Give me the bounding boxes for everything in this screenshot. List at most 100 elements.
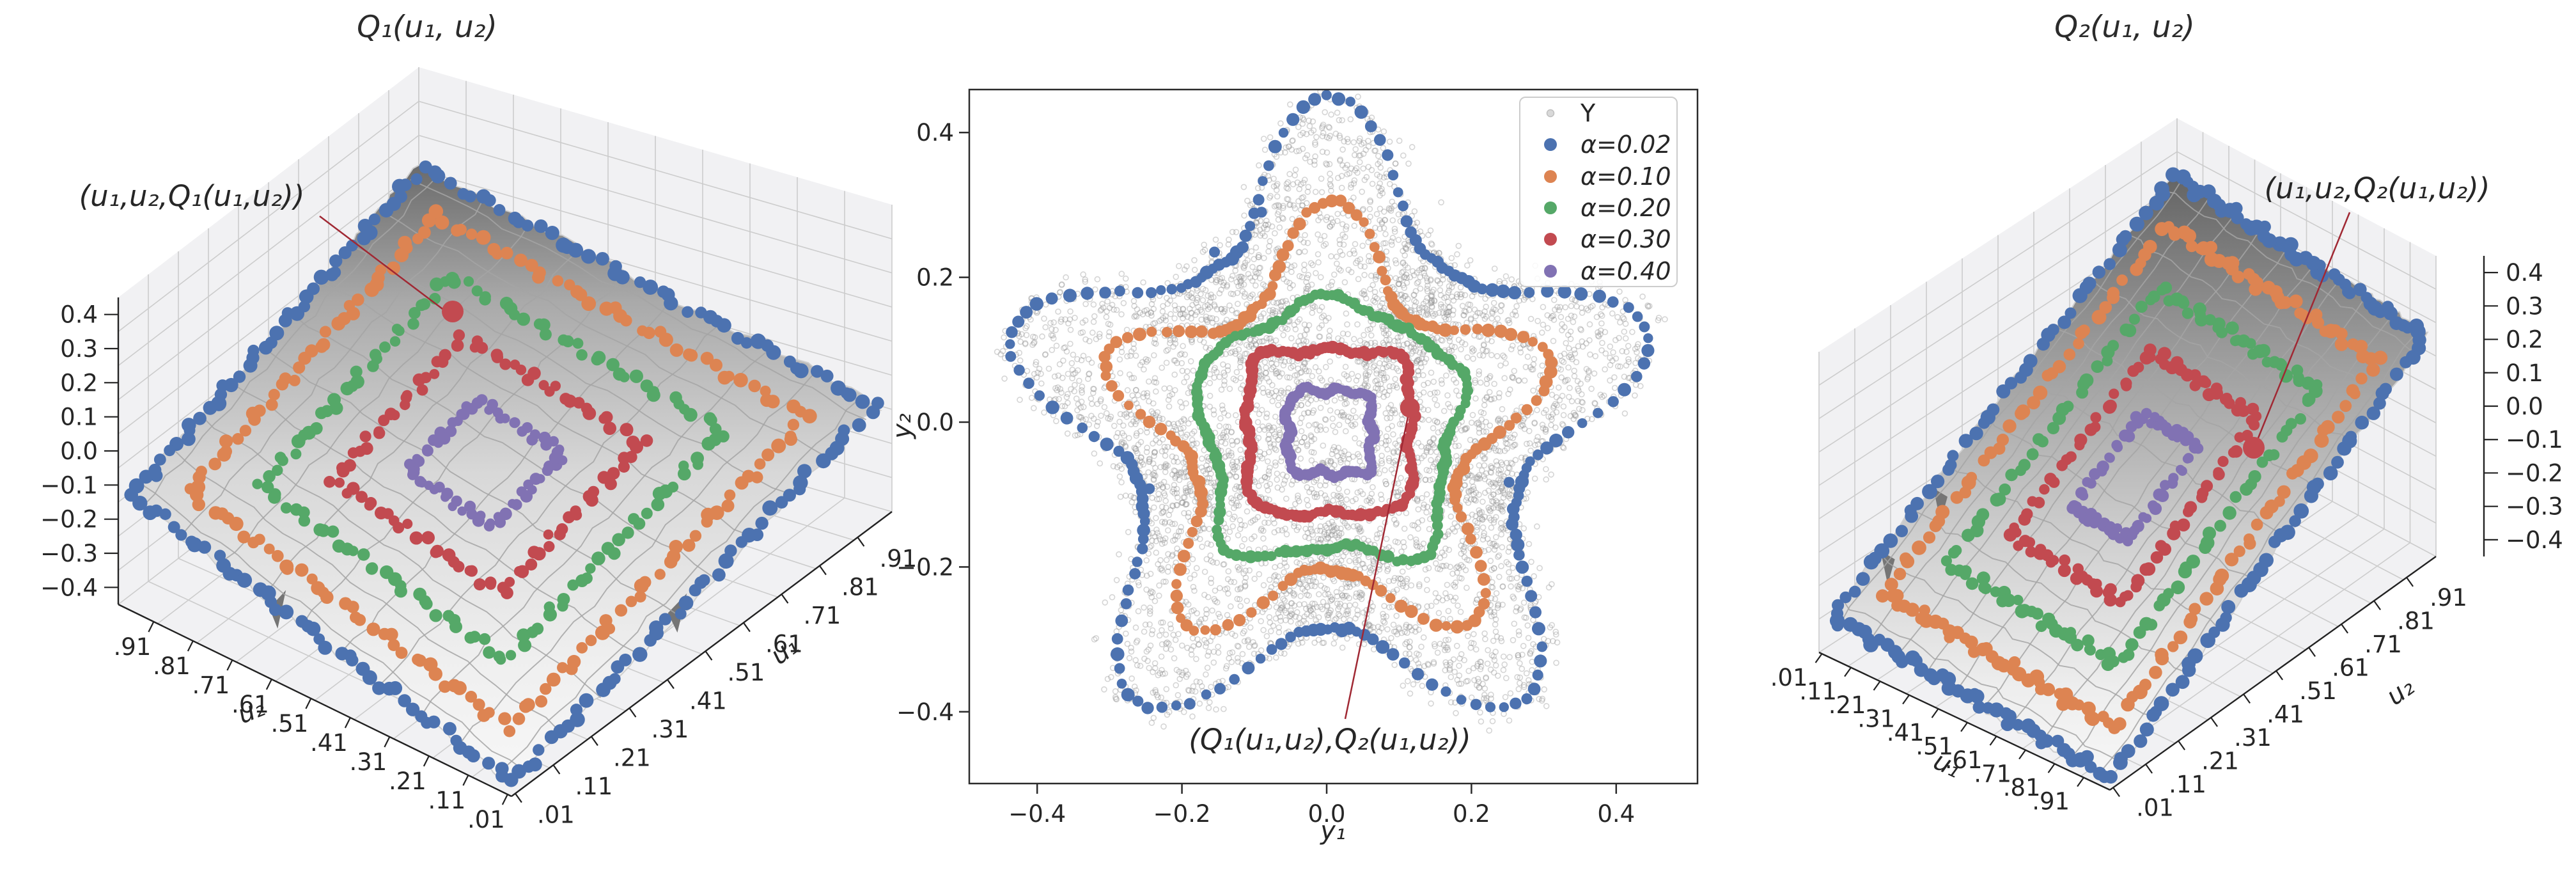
u2-tick-label: .31 [350, 748, 387, 776]
u1-tick-label: .41 [1887, 719, 1924, 746]
u2-tick-label: .01 [467, 806, 505, 833]
z-tick-label: −0.3 [40, 540, 98, 567]
z-tick-label: −0.1 [2506, 426, 2563, 453]
u1-tick-label: .11 [575, 773, 613, 800]
surface-ring-alpha-0.02 [124, 160, 884, 787]
surface-mesh [139, 175, 866, 775]
contour-ring-alpha-0.1 [1098, 194, 1558, 636]
surface-ring-alpha-0.1 [1876, 221, 2388, 734]
legend-label-alpha-020: α=0.20 [1581, 194, 1671, 222]
u2-tick-label: .41 [310, 729, 348, 757]
center-scatter-plot: −0.4 −0.2 0.0 0.2 0.4 0.4 0.2 0.0 −0.2 −0.4 Y α=0… [887, 88, 1699, 846]
left-3d-plot: 0.40.30.20.10.0−0.1−0.2−0.3−0.4.91.81.71… [40, 10, 917, 833]
legend-marker-alpha-030 [1544, 233, 1557, 246]
y-tick-label: 0.4 [916, 119, 954, 146]
u2-tick-label: .61 [2332, 654, 2369, 681]
right-annotation-label: (u₁,u₂,Q₂(u₁,u₂)) [2265, 171, 2490, 205]
legend-marker-alpha-002 [1544, 138, 1557, 151]
left-plot-title: Q₁(u₁, u₂) [357, 10, 497, 45]
surface-ring-alpha-0.02 [1829, 167, 2426, 784]
z-tick-label: 0.4 [60, 301, 98, 329]
z-tick-label: −0.2 [2506, 459, 2563, 487]
right-3d-generated: 0.40.30.20.10.0−0.1−0.2−0.3−0.4.01.11.21… [1770, 118, 2563, 821]
contour-ring-alpha-0.2 [1190, 288, 1474, 567]
u2-tick-label: .71 [192, 672, 230, 699]
contour-ring-alpha-0.02 [1005, 90, 1655, 714]
contour-ring-alpha-0.3 [1239, 340, 1421, 523]
u1-tick-label: .31 [1857, 706, 1895, 733]
right-u2-axis-label: u₂ [2381, 672, 2420, 712]
z-tick-label: −0.4 [2506, 526, 2563, 554]
u2-tick-label: .81 [2397, 607, 2435, 635]
z-tick-label: 0.2 [60, 369, 98, 397]
u1-tick-label: .71 [803, 602, 841, 629]
left-annotation-label: (u₁,u₂,Q₁(u₁,u₂)) [79, 179, 305, 213]
u1-tick-label: .81 [2003, 774, 2041, 801]
x-axis-label: y₁ [1320, 816, 1346, 846]
left-3d-generated: 0.40.30.20.10.0−0.1−0.2−0.3−0.4.91.81.71… [40, 67, 917, 833]
right-3d-plot: 0.40.30.20.10.0−0.1−0.2−0.3−0.4.01.11.21… [1770, 10, 2563, 821]
u2-tick-label: .81 [153, 652, 191, 680]
marked-surface-point [2243, 437, 2265, 459]
highlight-quantile-point [1344, 397, 1420, 720]
u2-tick-label: .61 [231, 691, 269, 718]
legend-box [1519, 97, 1678, 287]
legend-label-alpha-030: α=0.30 [1581, 225, 1671, 253]
z-tick-label: 0.1 [60, 404, 98, 431]
z-tick-label: 0.3 [2506, 292, 2543, 320]
y-tick-label: 0.2 [916, 264, 954, 292]
u2-tick-label: .51 [271, 710, 309, 737]
legend-marker-y [1546, 109, 1555, 118]
z-tick-label: 0.0 [60, 438, 98, 465]
u1-tick-label: .81 [841, 574, 879, 601]
z-tick-label: 0.3 [60, 335, 98, 363]
y-tick-label: −0.4 [896, 698, 954, 726]
contour-ring-alpha-0.4 [1279, 381, 1380, 484]
legend-marker-alpha-010 [1544, 170, 1557, 183]
z-tick-label: 0.0 [2506, 393, 2543, 420]
surface-ring-alpha-0.2 [1940, 281, 2323, 671]
surface-ring-alpha-0.4 [2066, 407, 2204, 547]
y-axis-label: y₂ [887, 413, 917, 439]
stray-points [1144, 207, 1515, 494]
u1-tick-label: .11 [1799, 678, 1837, 706]
u1-tick-label: .61 [1945, 746, 1983, 774]
surface-annotation [2243, 212, 2351, 459]
axis-spines: 0.40.30.20.10.0−0.1−0.2−0.3−0.4.01.11.21… [1770, 256, 2563, 821]
z-tick-label: 0.1 [2506, 359, 2543, 387]
u2-tick-label: .71 [2364, 631, 2402, 658]
u1-tick-label: .31 [651, 716, 689, 743]
z-tick-label: 0.4 [2506, 259, 2543, 287]
u2-tick-label: .11 [2169, 771, 2206, 798]
x-tick-label: 0.2 [1453, 800, 1490, 828]
legend-label-alpha-040: α=0.40 [1581, 257, 1671, 285]
legend-label-y: Y [1580, 99, 1596, 127]
marked-surface-point [442, 301, 464, 322]
z-tick-label: −0.3 [2506, 493, 2563, 521]
u1-tick-label: .21 [613, 745, 651, 772]
legend: Y α=0.02 α=0.10 α=0.20 α=0.30 α=0.40 [1519, 97, 1678, 287]
surface-annotation [319, 216, 464, 322]
u2-tick-label: .21 [2201, 747, 2239, 775]
z-tick-label: −0.4 [40, 574, 98, 601]
u2-tick-label: .91 [114, 633, 152, 661]
scatter-cloud-Y [994, 90, 1668, 734]
z-tick-label: 0.2 [2506, 326, 2543, 354]
x-tick-label: −0.2 [1153, 800, 1211, 828]
surface-ring-alpha-0.2 [252, 272, 730, 665]
u2-tick-label: .51 [2299, 677, 2337, 705]
center-generated: −0.4 −0.2 0.0 0.2 0.4 0.4 0.2 0.0 −0.2 −0.4 [896, 88, 1699, 828]
u2-tick-label: .11 [428, 787, 466, 814]
u1-tick-label: .21 [1829, 691, 1866, 719]
u2-tick-label: .91 [2430, 584, 2467, 611]
u1-tick-label: .51 [727, 659, 765, 686]
surface-ring-alpha-0.1 [184, 204, 817, 737]
axis-spines: 0.40.30.20.10.0−0.1−0.2−0.3−0.4.91.81.71… [40, 297, 917, 833]
legend-label-alpha-002: α=0.02 [1581, 130, 1671, 159]
legend-marker-alpha-040 [1544, 265, 1557, 278]
u1-tick-label: .01 [537, 801, 575, 829]
surface-ring-alpha-0.4 [404, 394, 568, 532]
u2-tick-label: .01 [2136, 794, 2174, 821]
center-annotation-label: (Q₁(u₁,u₂),Q₂(u₁,u₂)) [1189, 723, 1471, 757]
